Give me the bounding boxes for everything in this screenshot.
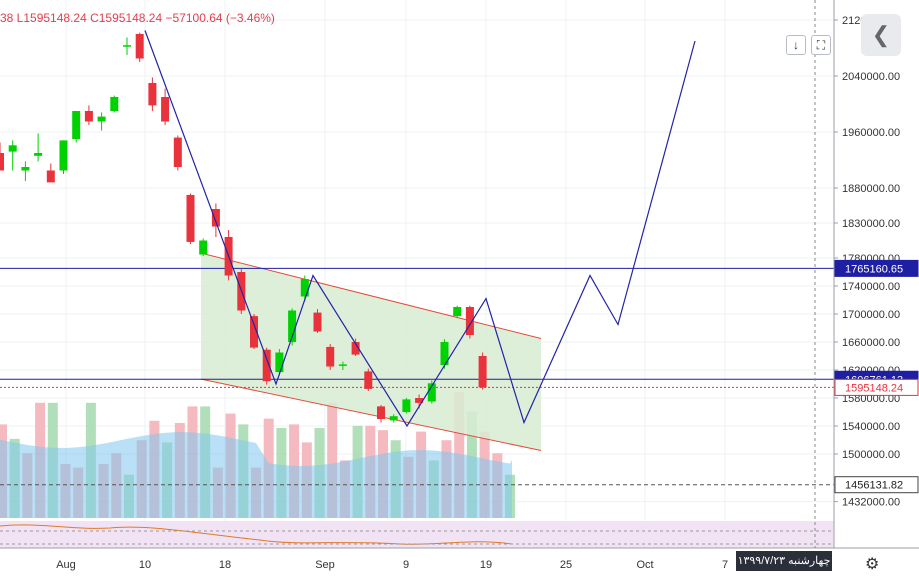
channel-upper-line — [200, 252, 542, 339]
date-badge: چهارشنبه ۱۳۹۹/۷/۲۳ — [736, 551, 832, 571]
candle — [275, 349, 284, 376]
svg-text:1456131.82: 1456131.82 — [845, 480, 903, 492]
candle — [326, 344, 335, 370]
svg-text:1595148.24: 1595148.24 — [845, 382, 903, 394]
channel-lower-line — [200, 378, 542, 451]
candle — [389, 414, 398, 423]
time-axis[interactable]: Aug 10 18 Sep 9 19 25 Oct 7 — [56, 559, 728, 571]
time-tick-label: Sep — [315, 559, 335, 571]
horizontal-lines — [0, 267, 834, 486]
candle — [250, 314, 258, 349]
price-tick-label: 1432000.00 — [842, 497, 900, 509]
candle — [148, 77, 157, 111]
candle — [84, 105, 93, 125]
price-axis[interactable]: 2120000.002040000.001960000.001880000.00… — [0, 0, 919, 549]
candle — [135, 32, 144, 62]
gear-icon[interactable]: ⚙ — [865, 556, 880, 573]
price-tick-label: 1500000.00 — [842, 449, 900, 461]
candle — [453, 305, 462, 319]
candle — [199, 238, 208, 256]
price-tick-label: 1540000.00 — [842, 421, 900, 433]
candle — [427, 380, 436, 404]
candle — [440, 339, 449, 369]
indicator-line — [0, 524, 513, 545]
candle — [338, 361, 347, 370]
pattern-line — [144, 30, 696, 428]
candle — [465, 305, 474, 339]
candle — [123, 37, 131, 55]
price-tick-label: 1830000.00 — [842, 218, 900, 230]
svg-text:1765160.65: 1765160.65 — [845, 263, 903, 275]
price-tick-label: 1880000.00 — [842, 183, 900, 195]
candle — [377, 405, 385, 423]
candles — [0, 32, 487, 423]
candle — [21, 161, 30, 181]
price-label: 1456131.82 — [834, 476, 919, 494]
time-tick-label: Oct — [636, 559, 653, 571]
price-tick-label: 1740000.00 — [842, 281, 900, 293]
channel-fill — [201, 253, 541, 451]
price-tick-label: 1700000.00 — [842, 309, 900, 321]
time-tick-label: 10 — [139, 559, 151, 571]
candle — [364, 368, 373, 391]
back-button[interactable]: ❮ — [861, 14, 901, 56]
time-tick-label: 7 — [722, 559, 728, 571]
candle — [262, 347, 271, 385]
back-icon: ❮ — [871, 22, 891, 47]
candle — [0, 142, 4, 171]
candle — [313, 309, 322, 333]
candle — [186, 193, 195, 244]
candle — [402, 398, 411, 414]
price-tick-label: 1960000.00 — [842, 127, 900, 139]
price-label: 1595148.24 — [834, 378, 919, 396]
candle — [34, 133, 43, 162]
price-label: 1765160.65 — [834, 259, 919, 277]
candle — [8, 140, 17, 171]
candle — [46, 163, 55, 183]
time-tick-label: 9 — [403, 559, 409, 571]
candle — [110, 95, 119, 113]
candle — [478, 352, 487, 390]
time-tick-label: 18 — [219, 559, 231, 571]
time-tick-label: 19 — [480, 559, 492, 571]
download-button[interactable]: ↓ — [786, 35, 806, 55]
fullscreen-button[interactable]: ⛶ — [811, 35, 831, 55]
volume-average-area — [0, 432, 512, 518]
price-tick-label: 1660000.00 — [842, 337, 900, 349]
price-tick-label: 2040000.00 — [842, 71, 900, 83]
time-tick-label: 25 — [560, 559, 572, 571]
candle — [351, 338, 360, 356]
price-tick-label: 1580000.00 — [842, 393, 900, 405]
time-tick-label: Aug — [56, 559, 76, 571]
candle — [300, 275, 309, 302]
candle — [59, 140, 68, 174]
candle — [288, 308, 297, 346]
volume-bar — [327, 402, 338, 518]
candle — [97, 112, 106, 131]
ohlc-legend: 38 L1595148.24 C1595148.24 −57100.64 (−3… — [0, 11, 275, 25]
candle — [161, 88, 170, 125]
candle — [72, 111, 81, 143]
candle — [173, 135, 182, 171]
